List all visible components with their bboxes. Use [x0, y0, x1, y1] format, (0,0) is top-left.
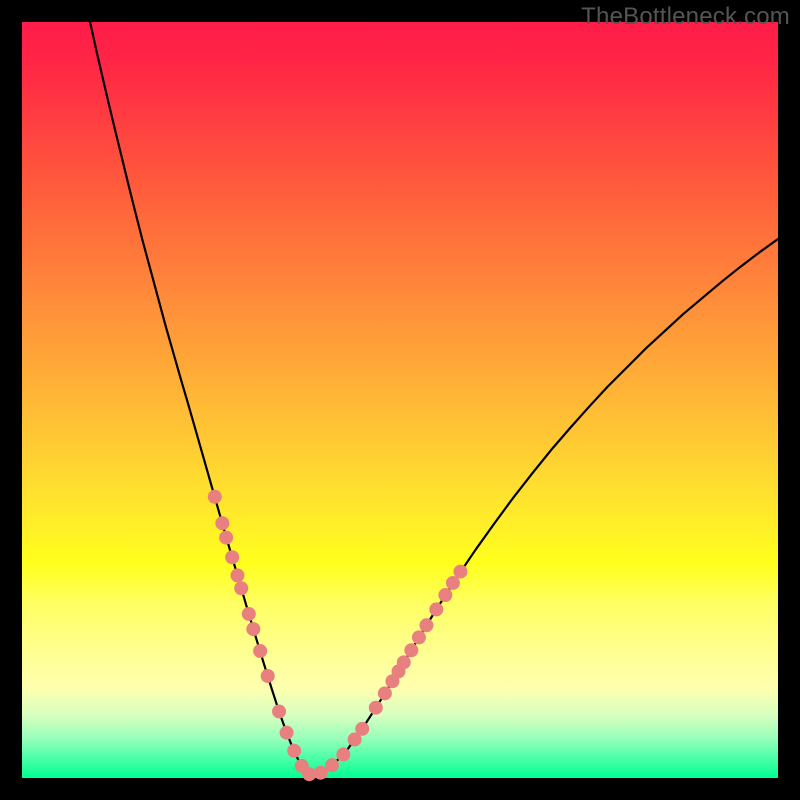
data-marker: [242, 607, 256, 621]
data-marker: [378, 686, 392, 700]
data-marker: [355, 722, 369, 736]
data-marker: [225, 550, 239, 564]
data-marker: [272, 704, 286, 718]
data-marker: [215, 516, 229, 530]
data-marker: [412, 630, 426, 644]
data-marker: [404, 643, 418, 657]
chart-frame: TheBottleneck.com: [0, 0, 800, 800]
watermark-text: TheBottleneck.com: [581, 3, 790, 31]
data-marker: [397, 655, 411, 669]
data-marker: [208, 490, 222, 504]
data-marker: [287, 744, 301, 758]
data-marker: [253, 644, 267, 658]
data-marker: [325, 758, 339, 772]
data-marker: [369, 701, 383, 715]
data-marker: [230, 568, 244, 582]
data-marker: [219, 531, 233, 545]
data-marker: [429, 602, 443, 616]
data-marker: [419, 618, 433, 632]
data-marker: [280, 726, 294, 740]
data-marker: [336, 748, 350, 762]
data-marker: [234, 581, 248, 595]
data-marker: [246, 622, 260, 636]
data-marker: [261, 669, 275, 683]
chart-svg: [0, 0, 800, 800]
data-marker: [453, 565, 467, 579]
data-marker: [438, 588, 452, 602]
